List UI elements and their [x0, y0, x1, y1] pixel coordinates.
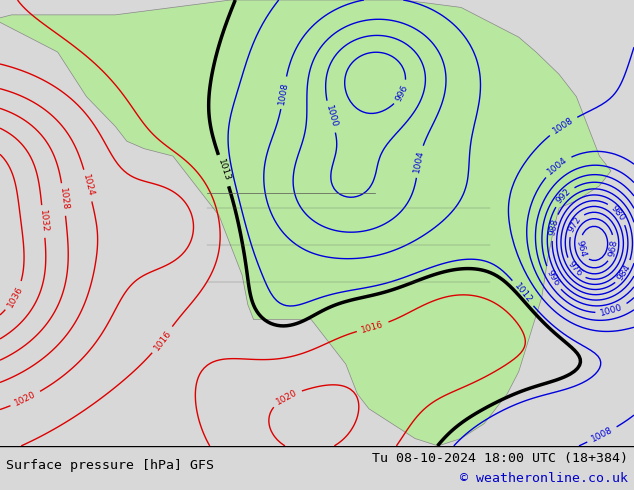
Text: 976: 976	[566, 260, 584, 279]
Text: 996: 996	[545, 269, 561, 288]
Text: 992: 992	[555, 187, 573, 205]
Polygon shape	[0, 0, 611, 446]
Text: 1036: 1036	[6, 284, 25, 309]
Text: 1008: 1008	[277, 81, 290, 105]
Text: 968: 968	[607, 239, 619, 258]
Text: 1000: 1000	[323, 104, 339, 129]
Text: 1024: 1024	[81, 173, 95, 197]
Text: 988: 988	[547, 218, 560, 237]
Text: Surface pressure [hPa] GFS: Surface pressure [hPa] GFS	[6, 459, 214, 472]
Text: 1004: 1004	[412, 149, 425, 173]
Text: 1012: 1012	[512, 282, 534, 305]
Text: 1000: 1000	[599, 303, 624, 318]
Text: 996: 996	[394, 83, 410, 102]
Text: 1008: 1008	[551, 116, 575, 136]
Text: 980: 980	[609, 204, 627, 223]
Text: 972: 972	[566, 215, 583, 234]
Text: © weatheronline.co.uk: © weatheronline.co.uk	[460, 472, 628, 486]
Text: 1008: 1008	[590, 425, 614, 444]
Text: 984: 984	[616, 263, 633, 282]
Text: Tu 08-10-2024 18:00 UTC (18+384): Tu 08-10-2024 18:00 UTC (18+384)	[372, 452, 628, 465]
Text: 964: 964	[575, 239, 588, 258]
Text: 1028: 1028	[58, 188, 70, 211]
Text: 1032: 1032	[38, 210, 49, 233]
Text: 1004: 1004	[546, 155, 569, 176]
Text: 1020: 1020	[13, 390, 38, 408]
Text: 1016: 1016	[361, 319, 385, 335]
Text: 1013: 1013	[216, 158, 231, 183]
Text: 1016: 1016	[152, 328, 173, 352]
Text: 1020: 1020	[275, 388, 299, 407]
